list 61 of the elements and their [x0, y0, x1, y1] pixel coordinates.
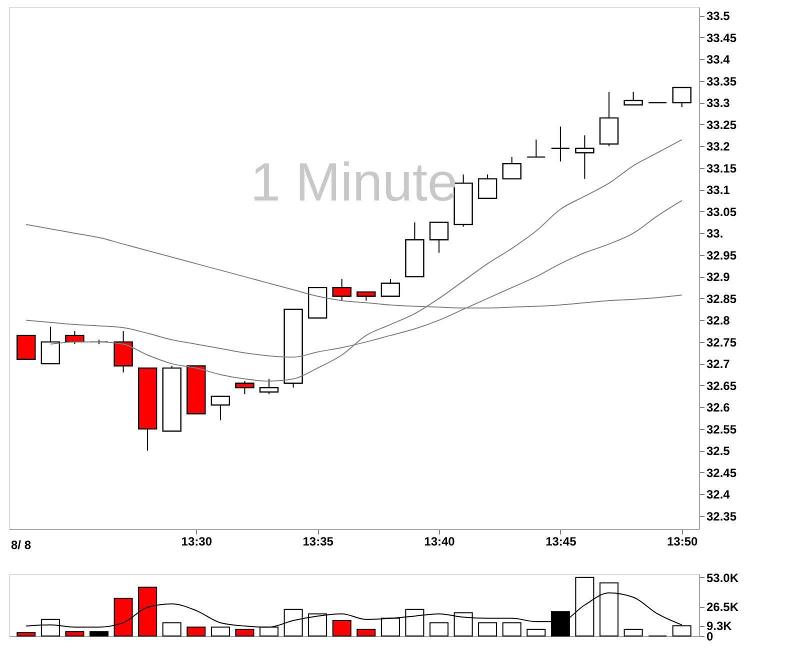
x-tick-label: 13:30 — [181, 534, 212, 548]
y-tick-label: 32.45 — [706, 466, 737, 480]
y-tick-label: 33.25 — [706, 118, 737, 132]
y-tick-label: 33. — [706, 226, 724, 241]
candlestick — [526, 139, 546, 158]
bar — [624, 628, 643, 636]
bar — [356, 628, 376, 636]
y-tick-label: 32.55 — [706, 422, 737, 436]
y-tick-label: 26.5K — [706, 600, 739, 614]
bar — [16, 632, 36, 636]
y-tick-label: 53.0K — [706, 570, 739, 585]
candlestick — [672, 86, 692, 108]
x-tick-label: 13:45 — [546, 534, 577, 548]
y-tick-label: 32.95 — [706, 248, 737, 262]
candlestick — [478, 174, 498, 199]
candlestick — [380, 278, 400, 297]
bar — [186, 626, 206, 636]
y-tick-label: 32.4 — [706, 488, 730, 502]
y-tick-label: 33.2 — [706, 140, 730, 154]
y-tick-label: 33.05 — [706, 204, 737, 219]
y-tick-label: 33.35 — [706, 74, 737, 88]
bar — [235, 628, 254, 636]
y-tick-label: 32.65 — [706, 378, 737, 393]
y-tick-label: 33.5 — [706, 9, 730, 24]
y-tick-label: 32.35 — [706, 509, 737, 524]
y-tick-label: 33.4 — [706, 52, 730, 67]
y-tick-label: 32.5 — [706, 444, 730, 458]
y-tick-label: 33.1 — [706, 183, 730, 198]
candlestick — [550, 126, 570, 162]
candlestick — [575, 134, 594, 180]
candlestick — [624, 91, 643, 106]
bar — [65, 631, 84, 636]
candlestick — [429, 222, 449, 254]
x-tick-label: 13:35 — [302, 534, 334, 548]
y-tick-label: 32.9 — [706, 270, 730, 284]
candlestick — [259, 378, 279, 395]
y-tick-label: 32.75 — [706, 335, 737, 350]
bar — [430, 622, 448, 636]
candlestick — [16, 334, 36, 360]
y-tick-label: 33.3 — [706, 96, 730, 110]
candlestick — [114, 330, 133, 373]
y-tick-label: 33.15 — [706, 161, 737, 176]
y-tick-label: 33.45 — [706, 30, 737, 45]
x-tick-label: 13:40 — [424, 534, 456, 548]
text: 8/ 8 — [11, 538, 32, 552]
y-tick-label: 32.7 — [706, 357, 730, 372]
y-tick-label: 32.85 — [706, 292, 737, 306]
candlestick — [332, 278, 352, 302]
bar — [526, 628, 546, 636]
bar — [162, 622, 182, 636]
candlestick — [40, 326, 60, 364]
y-tick-label: 32.6 — [706, 400, 730, 415]
x-tick-label: 13:50 — [667, 534, 698, 548]
bar — [478, 622, 498, 636]
candlestick — [502, 156, 522, 180]
candlestick — [210, 396, 230, 421]
bar — [90, 631, 108, 636]
y-tick-label: 32.8 — [706, 314, 730, 328]
bar — [502, 622, 522, 636]
bar — [332, 620, 352, 636]
candlestick — [235, 380, 254, 395]
